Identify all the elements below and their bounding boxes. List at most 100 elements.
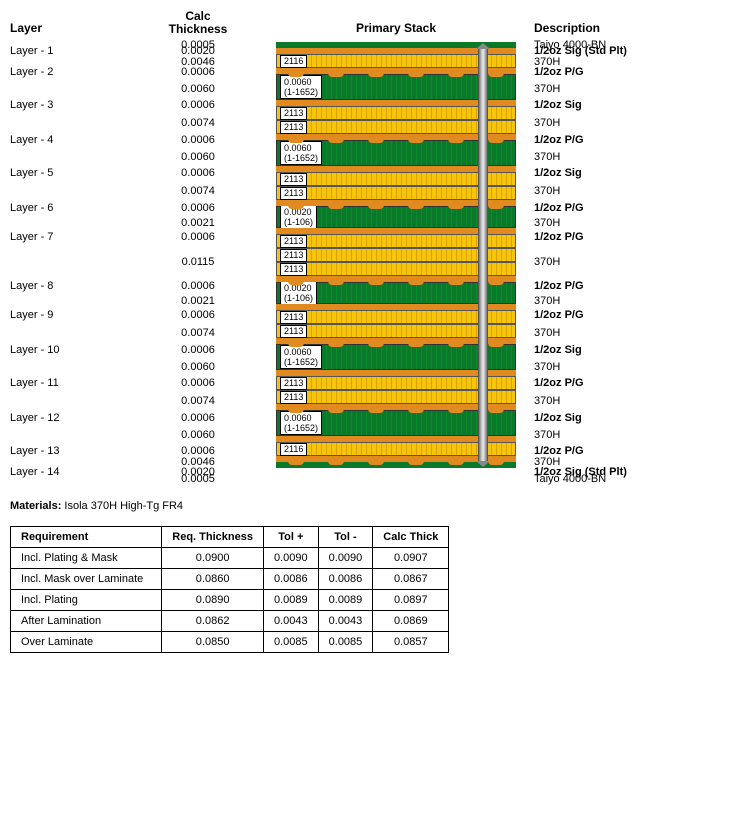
layer-name: Layer - 8 <box>10 283 130 290</box>
table-row: Over Laminate0.08500.00850.00850.0857 <box>11 632 449 653</box>
thickness-value: 0.0006 <box>138 283 258 290</box>
layer-name: Layer - 4 <box>10 137 130 144</box>
prepreg-label: 2113 <box>280 235 307 248</box>
table-row: After Lamination0.08620.00430.00430.0869 <box>11 611 449 632</box>
table-row: Incl. Mask over Laminate0.08600.00860.00… <box>11 569 449 590</box>
layer-name: Layer - 13 <box>10 448 130 455</box>
column-layer: Layer - 1 Layer - 2 Layer - 3 Layer - 4 Laye… <box>10 42 130 482</box>
requirements-header-row: RequirementReq. ThicknessTol +Tol -Calc … <box>11 527 449 548</box>
thickness-value: 0.0006 <box>138 380 258 387</box>
req-name: Incl. Plating <box>11 590 162 611</box>
layer-name <box>10 177 130 205</box>
layer-name: Layer - 2 <box>10 69 130 76</box>
req-value: 0.0862 <box>162 611 264 632</box>
req-value: 0.0850 <box>162 632 264 653</box>
layer-name: Layer - 10 <box>10 347 130 354</box>
req-value: 0.0089 <box>263 590 318 611</box>
thickness-value: 0.0006 <box>138 170 258 177</box>
req-value: 0.0089 <box>318 590 373 611</box>
column-description: Taiyo 4000-BN1/2oz Sig (Std Plt)370H1/2o… <box>534 42 723 482</box>
layer-name: Layer - 14 <box>10 469 130 476</box>
layer-name <box>10 476 130 482</box>
column-stack: 21160.0060(1-1652)211321130.0060(1-1652)… <box>266 42 526 468</box>
description-value: 1/2oz P/G <box>534 283 723 290</box>
prepreg-label: 2113 <box>280 107 307 120</box>
header-calc-thickness: CalcThickness <box>138 10 258 36</box>
req-value: 0.0860 <box>162 569 264 590</box>
description-value: 1/2oz P/G <box>534 137 723 144</box>
thickness-value: 0.0006 <box>138 448 258 455</box>
thickness-value: 0.0006 <box>138 102 258 109</box>
via-drill-icon <box>478 48 488 462</box>
req-value: 0.0900 <box>162 548 264 569</box>
req-name: Over Laminate <box>11 632 162 653</box>
layer-name: Layer - 11 <box>10 380 130 387</box>
layer-name: Layer - 3 <box>10 102 130 109</box>
materials-line: Materials: Isola 370H High-Tg FR4 <box>10 500 723 512</box>
thickness-value: 0.0006 <box>138 205 258 212</box>
header-primary-stack: Primary Stack <box>266 10 526 35</box>
req-value: 0.0085 <box>318 632 373 653</box>
req-name: After Lamination <box>11 611 162 632</box>
thickness-value: 0.0006 <box>138 137 258 144</box>
layer-name <box>10 241 130 283</box>
description-value: 370H <box>534 109 723 137</box>
column-thickness: 0.00050.00200.00460.00060.00600.00060.00… <box>138 42 258 482</box>
header-layer: Layer <box>10 10 130 35</box>
description-value: 1/2oz P/G <box>534 448 723 455</box>
req-header: Req. Thickness <box>162 527 264 548</box>
layer-name <box>10 387 130 415</box>
core-label: 0.0060(1-1652) <box>280 141 322 165</box>
thickness-value: 0.0006 <box>138 234 258 241</box>
layer-name: Layer - 7 <box>10 234 130 241</box>
req-name: Incl. Plating & Mask <box>11 548 162 569</box>
req-value: 0.0867 <box>373 569 449 590</box>
thickness-value: 0.0074 <box>138 177 258 205</box>
description-value: 370H <box>534 319 723 347</box>
description-value: 370H <box>534 177 723 205</box>
layer-name: Layer - 9 <box>10 312 130 319</box>
core-label: 0.0060(1-1652) <box>280 345 322 369</box>
req-header: Requirement <box>11 527 162 548</box>
prepreg-label: 2113 <box>280 249 307 262</box>
description-value: 1/2oz Sig <box>534 347 723 354</box>
prepreg-label: 2113 <box>280 121 307 134</box>
req-header: Calc Thick <box>373 527 449 548</box>
req-value: 0.0090 <box>263 548 318 569</box>
description-value: 1/2oz Sig (Std Plt) <box>534 48 723 55</box>
header-description: Description <box>534 10 723 35</box>
description-value: 370H <box>534 241 723 283</box>
req-value: 0.0907 <box>373 548 449 569</box>
prepreg-label: 2113 <box>280 391 307 404</box>
prepreg-label: 2113 <box>280 377 307 390</box>
description-value: 1/2oz Sig <box>534 170 723 177</box>
primary-stack-graphic: 21160.0060(1-1652)211321130.0060(1-1652)… <box>276 42 516 468</box>
table-row: Incl. Plating0.08900.00890.00890.0897 <box>11 590 449 611</box>
layer-name: Layer - 6 <box>10 205 130 212</box>
prepreg-label: 2113 <box>280 173 307 186</box>
thickness-value: 0.0020 <box>138 48 258 55</box>
thickness-value: 0.0006 <box>138 69 258 76</box>
description-value: 1/2oz Sig <box>534 415 723 422</box>
stackup-grid: Layer - 1 Layer - 2 Layer - 3 Layer - 4 Laye… <box>10 42 723 482</box>
req-value: 0.0857 <box>373 632 449 653</box>
thickness-value: 0.0074 <box>138 109 258 137</box>
description-value: Taiyo 4000-BN <box>534 476 723 482</box>
thickness-value: 0.0006 <box>138 347 258 354</box>
requirements-table: RequirementReq. ThicknessTol +Tol -Calc … <box>10 526 449 653</box>
prepreg-label: 2113 <box>280 187 307 200</box>
prepreg-label: 2116 <box>280 443 307 456</box>
layer-name: Layer - 1 <box>10 48 130 55</box>
req-value: 0.0043 <box>318 611 373 632</box>
layer-name <box>10 109 130 137</box>
materials-label: Materials: <box>10 500 61 512</box>
req-value: 0.0897 <box>373 590 449 611</box>
req-value: 0.0085 <box>263 632 318 653</box>
req-value: 0.0086 <box>263 569 318 590</box>
thickness-value: 0.0006 <box>138 415 258 422</box>
req-header: Tol + <box>263 527 318 548</box>
requirements-body: Incl. Plating & Mask0.09000.00900.00900.… <box>11 548 449 653</box>
prepreg-label: 2113 <box>280 263 307 276</box>
header-row: Layer CalcThickness Primary Stack Descri… <box>10 10 723 36</box>
layer-name: Layer - 5 <box>10 170 130 177</box>
